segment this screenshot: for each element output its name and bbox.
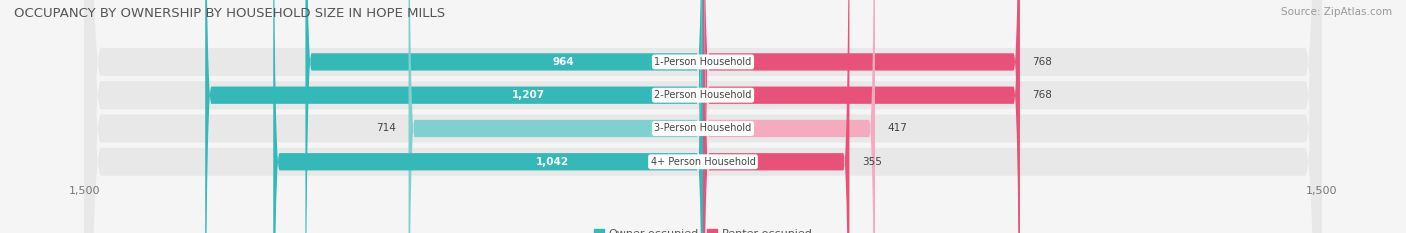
FancyBboxPatch shape <box>703 0 849 233</box>
FancyBboxPatch shape <box>84 0 1322 233</box>
Text: 1-Person Household: 1-Person Household <box>654 57 752 67</box>
Text: 768: 768 <box>1032 57 1052 67</box>
Text: 417: 417 <box>887 123 907 134</box>
Text: Source: ZipAtlas.com: Source: ZipAtlas.com <box>1281 7 1392 17</box>
FancyBboxPatch shape <box>84 0 1322 233</box>
FancyBboxPatch shape <box>703 0 1019 233</box>
FancyBboxPatch shape <box>205 0 703 233</box>
FancyBboxPatch shape <box>703 0 875 233</box>
Text: 4+ Person Household: 4+ Person Household <box>651 157 755 167</box>
FancyBboxPatch shape <box>409 0 703 233</box>
Text: 714: 714 <box>377 123 396 134</box>
Text: 1,042: 1,042 <box>536 157 569 167</box>
FancyBboxPatch shape <box>305 0 703 233</box>
Text: 3-Person Household: 3-Person Household <box>654 123 752 134</box>
Text: 964: 964 <box>553 57 575 67</box>
Text: 355: 355 <box>862 157 882 167</box>
Text: 2-Person Household: 2-Person Household <box>654 90 752 100</box>
Legend: Owner-occupied, Renter-occupied: Owner-occupied, Renter-occupied <box>593 229 813 233</box>
FancyBboxPatch shape <box>84 0 1322 233</box>
FancyBboxPatch shape <box>703 0 1019 233</box>
Text: 768: 768 <box>1032 90 1052 100</box>
FancyBboxPatch shape <box>273 0 703 233</box>
Text: 1,207: 1,207 <box>512 90 546 100</box>
Text: OCCUPANCY BY OWNERSHIP BY HOUSEHOLD SIZE IN HOPE MILLS: OCCUPANCY BY OWNERSHIP BY HOUSEHOLD SIZE… <box>14 7 446 20</box>
FancyBboxPatch shape <box>84 0 1322 233</box>
